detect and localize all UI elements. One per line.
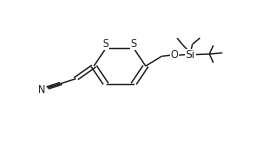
- Text: O: O: [171, 50, 178, 60]
- Text: S: S: [131, 39, 137, 49]
- Text: S: S: [103, 39, 109, 49]
- Text: Si: Si: [186, 50, 195, 60]
- Text: N: N: [38, 85, 45, 95]
